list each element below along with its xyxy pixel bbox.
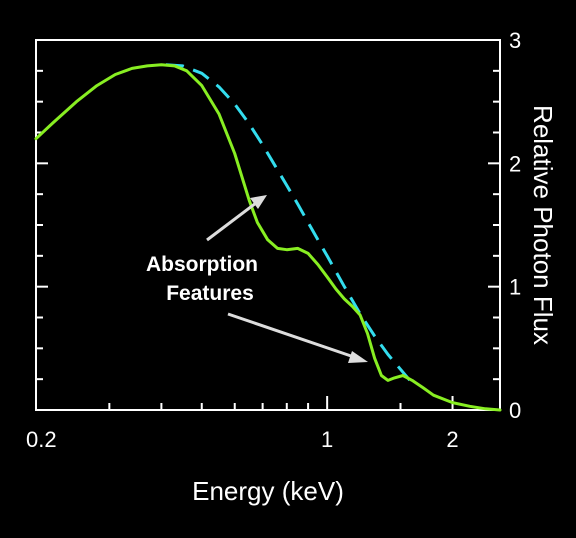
annotation-arrowhead-upper: [250, 195, 267, 209]
annotation-line-2: Features: [166, 282, 254, 305]
annotation-line-1: Absorption: [146, 253, 258, 276]
x-tick-label: 2: [446, 427, 458, 452]
annotation-arrows: [206, 195, 368, 363]
y-tick-label: 3: [509, 28, 521, 53]
series-line-continuum: [165, 63, 412, 382]
x-tick-label: 1: [321, 427, 333, 452]
annotation-arrowhead-lower: [348, 351, 368, 363]
y-axis-title: Relative Photon Flux: [528, 105, 558, 345]
annotation-arrow-upper: [206, 201, 257, 242]
x-tick-label: 0.2: [26, 427, 57, 452]
axis-ticks: [35, 39, 500, 411]
x-axis-title: Energy (keV): [192, 476, 344, 506]
y-tick-label: 2: [509, 151, 521, 176]
plot-frame: [35, 39, 501, 411]
series-group: [34, 63, 502, 412]
y-tick-label: 1: [509, 275, 521, 300]
series-line-absorbed: [34, 63, 502, 412]
y-tick-label: 0: [509, 398, 521, 423]
annotation-arrow-lower: [227, 312, 355, 359]
